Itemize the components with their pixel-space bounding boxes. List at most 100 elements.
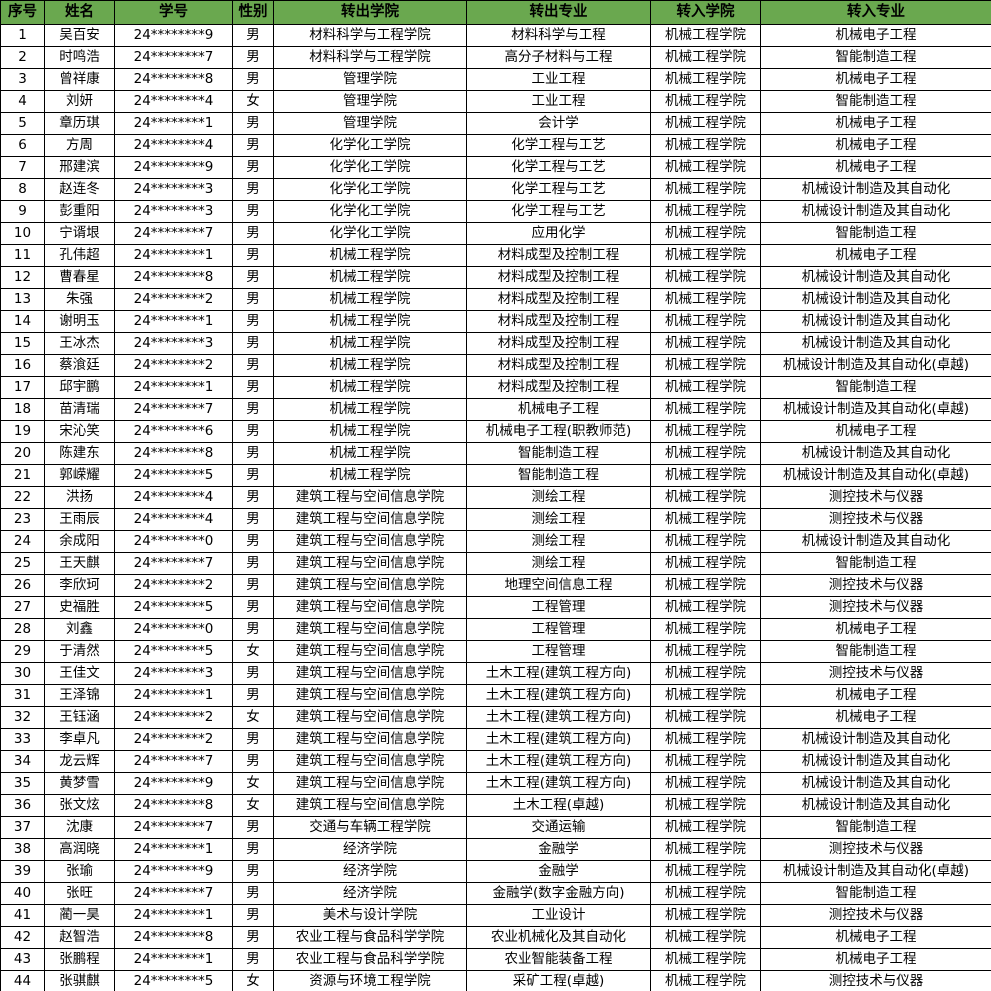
cell-to-college: 机械工程学院 (650, 266, 761, 289)
cell-to-major: 智能制造工程 (760, 816, 991, 839)
cell-name: 时鸣浩 (44, 46, 115, 69)
cell-index: 30 (0, 662, 45, 685)
cell-from-college: 建筑工程与空间信息学院 (273, 728, 467, 751)
cell-from-college: 管理学院 (273, 90, 467, 113)
cell-to-college: 机械工程学院 (650, 420, 761, 443)
cell-from-major: 交通运输 (466, 816, 651, 839)
cell-from-college: 机械工程学院 (273, 244, 467, 267)
cell-from-major: 材料成型及控制工程 (466, 244, 651, 267)
cell-to-college: 机械工程学院 (650, 728, 761, 751)
cell-to-major: 机械设计制造及其自动化 (760, 332, 991, 355)
cell-index: 42 (0, 926, 45, 949)
cell-index: 23 (0, 508, 45, 531)
cell-from-college: 农业工程与食品科学学院 (273, 926, 467, 949)
cell-name: 刘妍 (44, 90, 115, 113)
cell-gender: 男 (232, 178, 274, 201)
table-row: 12 曹春星 24********8 男机械工程学院 材料成型及控制工程 机械工程学院 机械… (0, 266, 991, 289)
cell-to-college: 机械工程学院 (650, 552, 761, 575)
cell-from-college: 机械工程学院 (273, 464, 467, 487)
cell-student-id: 24********8 (114, 266, 233, 289)
cell-index: 4 (0, 90, 45, 113)
cell-name: 李欣珂 (44, 574, 115, 597)
cell-gender: 男 (232, 244, 274, 267)
cell-gender: 女 (232, 970, 274, 991)
cell-to-major: 机械设计制造及其自动化 (760, 750, 991, 773)
cell-from-major: 地理空间信息工程 (466, 574, 651, 597)
cell-index: 36 (0, 794, 45, 817)
cell-name: 章历琪 (44, 112, 115, 135)
column-header-name: 姓名 (44, 0, 115, 25)
cell-index: 43 (0, 948, 45, 971)
cell-gender: 男 (232, 662, 274, 685)
cell-student-id: 24********0 (114, 618, 233, 641)
cell-from-college: 交通与车辆工程学院 (273, 816, 467, 839)
cell-index: 40 (0, 882, 45, 905)
cell-to-major: 机械设计制造及其自动化 (760, 200, 991, 223)
cell-index: 16 (0, 354, 45, 377)
cell-student-id: 24********3 (114, 662, 233, 685)
cell-to-major: 机械电子工程 (760, 24, 991, 47)
cell-student-id: 24********3 (114, 200, 233, 223)
cell-index: 29 (0, 640, 45, 663)
cell-index: 41 (0, 904, 45, 927)
cell-from-college: 建筑工程与空间信息学院 (273, 574, 467, 597)
cell-to-college: 机械工程学院 (650, 750, 761, 773)
cell-to-college: 机械工程学院 (650, 486, 761, 509)
table-row: 39 张瑜 24********9 男经济学院 金融学 机械工程学院 机械设计制造及其自动化… (0, 860, 991, 883)
table-row: 35 黄梦雪 24********9 女建筑工程与空间信息学院 土木工程(建筑工程方向)… (0, 772, 991, 795)
column-header-to-college: 转入学院 (650, 0, 761, 25)
cell-name: 吴百安 (44, 24, 115, 47)
cell-name: 赵连冬 (44, 178, 115, 201)
cell-from-major: 材料成型及控制工程 (466, 266, 651, 289)
cell-from-college: 建筑工程与空间信息学院 (273, 640, 467, 663)
column-header-gender: 性别 (232, 0, 274, 25)
cell-index: 18 (0, 398, 45, 421)
table-row: 16 蔡湌廷 24********2 男机械工程学院 材料成型及控制工程 机械工程学院 机械… (0, 354, 991, 377)
cell-from-major: 测绘工程 (466, 530, 651, 553)
cell-student-id: 24********4 (114, 486, 233, 509)
cell-to-major: 机械电子工程 (760, 948, 991, 971)
cell-to-major: 机械设计制造及其自动化 (760, 266, 991, 289)
cell-gender: 女 (232, 706, 274, 729)
cell-to-major: 机械电子工程 (760, 134, 991, 157)
cell-name: 蔺一昊 (44, 904, 115, 927)
cell-name: 张瑜 (44, 860, 115, 883)
cell-name: 曹春星 (44, 266, 115, 289)
cell-gender: 女 (232, 772, 274, 795)
table-row: 41 蔺一昊 24********1 男美术与设计学院 工业设计 机械工程学院 测控技术与仪… (0, 904, 991, 927)
cell-to-major: 机械设计制造及其自动化 (760, 772, 991, 795)
cell-to-major: 机械电子工程 (760, 684, 991, 707)
cell-gender: 男 (232, 442, 274, 465)
cell-index: 17 (0, 376, 45, 399)
cell-from-major: 材料成型及控制工程 (466, 376, 651, 399)
cell-from-college: 化学化工学院 (273, 200, 467, 223)
cell-name: 苗清瑞 (44, 398, 115, 421)
cell-gender: 男 (232, 332, 274, 355)
table-row: 17 邱宇鹏 24********1 男机械工程学院 材料成型及控制工程 机械工程学院 智能… (0, 376, 991, 399)
cell-student-id: 24********1 (114, 376, 233, 399)
cell-gender: 男 (232, 398, 274, 421)
table-row: 31 王泽锦 24********1 男建筑工程与空间信息学院 土木工程(建筑工程方向)… (0, 684, 991, 707)
cell-from-major: 高分子材料与工程 (466, 46, 651, 69)
cell-from-major: 土木工程(建筑工程方向) (466, 684, 651, 707)
table-row: 7 邢建滨 24********9 男化学化工学院 化学工程与工艺 机械工程学院 机械电子工… (0, 156, 991, 179)
cell-to-college: 机械工程学院 (650, 178, 761, 201)
table-row: 34 龙云辉 24********7 男建筑工程与空间信息学院 土木工程(建筑工程方向)… (0, 750, 991, 773)
cell-gender: 男 (232, 200, 274, 223)
cell-gender: 女 (232, 794, 274, 817)
cell-from-major: 智能制造工程 (466, 464, 651, 487)
table-row: 20 陈建东 24********8 男机械工程学院 智能制造工程 机械工程学院 机械设计制… (0, 442, 991, 465)
cell-from-major: 测绘工程 (466, 486, 651, 509)
column-header-student-id: 学号 (114, 0, 233, 25)
cell-to-major: 测控技术与仪器 (760, 486, 991, 509)
cell-index: 26 (0, 574, 45, 597)
cell-index: 31 (0, 684, 45, 707)
cell-student-id: 24********7 (114, 222, 233, 245)
cell-to-major: 机械设计制造及其自动化 (760, 442, 991, 465)
cell-from-college: 建筑工程与空间信息学院 (273, 684, 467, 707)
cell-to-major: 机械设计制造及其自动化(卓越) (760, 464, 991, 487)
cell-student-id: 24********8 (114, 68, 233, 91)
cell-student-id: 24********7 (114, 816, 233, 839)
cell-student-id: 24********7 (114, 882, 233, 905)
